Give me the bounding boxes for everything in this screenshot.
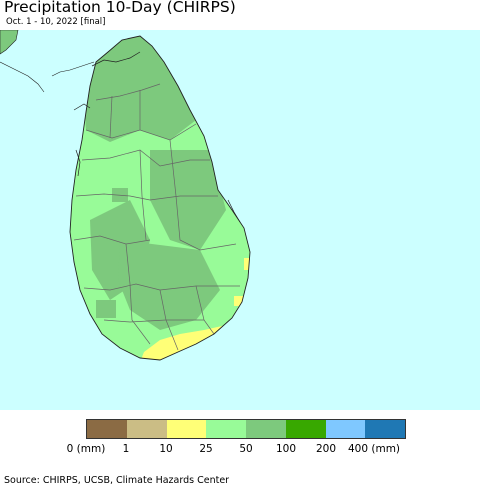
legend-label-25: 25 <box>199 443 213 455</box>
india-coast-line <box>0 61 45 93</box>
district-borders <box>73 83 240 351</box>
precipitation-map <box>0 30 480 410</box>
legend-labels: 0 (mm) 1 10 25 50 100 200 400 (mm) <box>0 443 480 457</box>
patch-east-10-25 <box>234 296 244 306</box>
source-credit: Source: CHIRPS, UCSB, Climate Hazards Ce… <box>4 475 230 486</box>
legend-swatch-25-50 <box>206 420 246 438</box>
precipitation-fill <box>80 36 250 360</box>
legend-swatch-10-25 <box>166 420 207 438</box>
legend-swatch-50-100 <box>246 420 286 438</box>
zone-south-central-50-100 <box>118 240 220 330</box>
legend-label-10: 10 <box>159 443 173 455</box>
patch-2 <box>176 290 198 306</box>
legend-label-1: 1 <box>122 443 130 455</box>
sri-lanka-coastline <box>69 35 251 361</box>
zone-south-10-25 <box>140 326 230 360</box>
legend-label-50: 50 <box>239 443 253 455</box>
legend-swatch-1-10 <box>126 420 167 438</box>
patch-east-10-25-b <box>244 258 250 270</box>
adams-bridge-islands <box>51 61 95 77</box>
patch-3 <box>96 300 116 318</box>
jaffna-lagoon <box>91 51 141 67</box>
legend-label-200: 200 <box>315 443 337 455</box>
legend-swatch-400-plus <box>365 420 405 438</box>
legend-swatch-0-1 <box>87 420 127 438</box>
legend-color-bar <box>86 419 406 439</box>
legend-swatch-100-200 <box>285 420 326 438</box>
legend-label-0: 0 (mm) <box>66 443 106 455</box>
zone-central-50-100 <box>150 150 226 250</box>
india-landmass <box>0 30 19 55</box>
mannar-island <box>73 103 91 111</box>
batticaloa-lagoon <box>227 199 241 223</box>
legend-swatch-200-400 <box>325 420 366 438</box>
map-subtitle: Oct. 1 - 10, 2022 [final] <box>6 17 106 27</box>
map-title: Precipitation 10-Day (CHIRPS) <box>4 0 236 16</box>
puttalam-lagoon <box>75 149 81 177</box>
legend-label-400: 400 (mm) <box>347 443 401 455</box>
legend-label-100: 100 <box>275 443 297 455</box>
